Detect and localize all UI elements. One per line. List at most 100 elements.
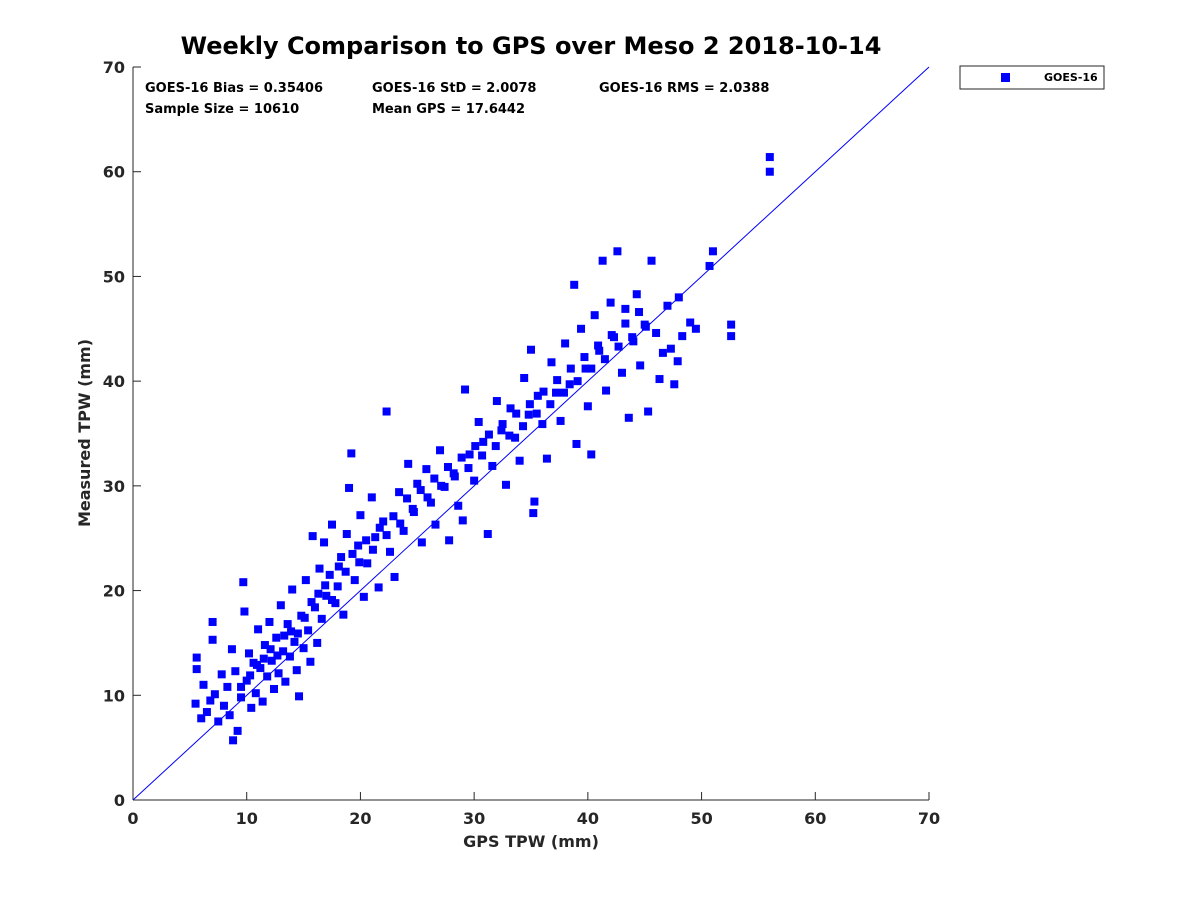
data-point [461,385,470,394]
data-point [577,324,586,333]
data-point [334,562,343,571]
data-point [354,541,363,550]
data-point [705,261,714,270]
data-point [497,426,506,435]
data-point [647,256,656,265]
data-point [382,407,391,416]
data-point [566,364,575,373]
data-point [273,651,282,660]
data-point [240,607,249,616]
data-point [375,523,384,532]
data-point [686,318,695,327]
data-point [532,409,541,418]
y-tick-label: 20 [103,582,125,601]
y-tick-label: 10 [103,686,125,705]
data-point [595,346,604,355]
data-point [254,625,263,634]
data-point [192,653,201,662]
data-point [229,736,238,745]
legend-marker [1001,73,1010,82]
data-point [313,638,322,647]
data-point [227,645,236,654]
data-point [474,417,483,426]
data-point [237,682,246,691]
data-point [301,576,310,585]
axes: 0 10 20 30 40 50 60 70 0 10 20 30 40 50 60 70 [103,58,940,828]
data-point [409,508,418,517]
data-point [342,530,351,539]
data-point [345,483,354,492]
data-point [260,641,269,650]
data-point [602,386,611,395]
data-point [570,280,579,289]
data-point [423,493,432,502]
data-point [341,567,350,576]
data-point [547,358,556,367]
x-tick-label: 20 [349,809,371,828]
data-point [663,301,672,310]
data-point [192,665,201,674]
data-point [641,322,650,331]
data-point [308,532,317,541]
data-point [621,319,630,328]
data-point [217,670,226,679]
data-point [765,167,774,176]
data-point [356,511,365,520]
data-point [530,497,539,506]
data-point [527,345,535,354]
data-point [670,380,679,389]
data-point [191,699,200,708]
data-point [614,342,623,351]
data-point [295,692,304,701]
data-point [321,581,330,590]
data-point [347,449,356,458]
data-point [390,572,399,581]
data-point [515,456,524,465]
data-point [206,696,215,705]
legend-box [959,65,1105,90]
data-point [292,666,301,675]
y-tick-label: 40 [103,372,125,391]
data-point [359,592,368,601]
data-point [506,404,515,413]
data-point [310,603,319,612]
data-point [559,388,568,397]
data-point [266,645,275,654]
data-point [505,431,514,440]
data-point [632,290,641,299]
data-point [484,430,493,439]
data-point [658,348,667,357]
data-point [306,657,315,666]
data-point [385,547,394,556]
data-point [488,461,497,470]
data-point [533,391,542,400]
data-point [267,656,276,665]
y-tick-label: 50 [103,267,125,286]
data-point [678,332,687,341]
data-point [581,364,590,373]
data-point [197,714,206,723]
data-point [436,446,445,455]
data-point [223,682,232,691]
data-point [208,617,217,626]
data-point [431,520,440,529]
data-point [317,614,326,623]
x-tick-label: 70 [918,809,940,828]
data-point [315,564,324,573]
data-point [573,377,582,386]
data-point [246,671,255,680]
data-point [512,409,521,418]
data-point [300,613,309,622]
data-point [247,703,256,712]
data-point [252,660,261,669]
data-point [501,480,510,489]
y-tick-label: 30 [103,477,125,496]
data-point [320,538,329,547]
data-point [325,570,334,579]
x-tick-label: 40 [577,809,599,828]
data-point [328,595,336,604]
y-tick-label: 0 [114,791,125,810]
data-point [478,451,487,460]
data-point [403,494,412,503]
data-point [621,304,630,313]
